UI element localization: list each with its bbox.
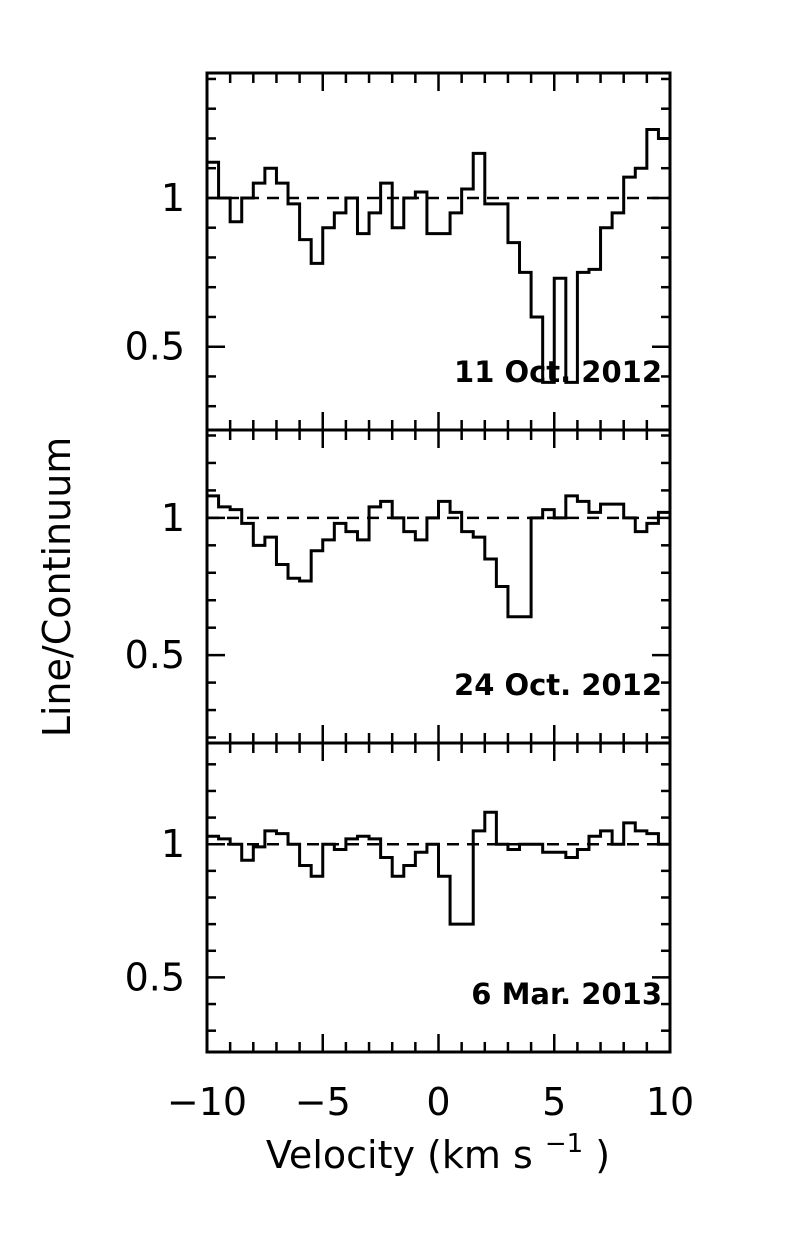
x-axis-title-exponent: −1: [545, 1129, 583, 1159]
y-axis-title: Line/Continuum: [35, 437, 79, 738]
panel-date-label: 6 Mar. 2013: [471, 977, 662, 1011]
panel-1: 1 0.5 11 Oct. 2012: [125, 71, 672, 432]
panel-date-label: 11 Oct. 2012: [454, 355, 662, 389]
x-tick-label: 10: [646, 1080, 694, 1124]
y-tick-label: 0.5: [125, 955, 185, 999]
x-tick-label: −10: [167, 1080, 247, 1124]
spectrum-step-line: [207, 128, 670, 384]
panel-date-label: 24 Oct. 2012: [454, 668, 662, 702]
spectrum-step-line: [207, 494, 670, 619]
y-tick-label: 1: [161, 496, 185, 540]
panel-2: 1 0.5 24 Oct. 2012: [125, 428, 672, 745]
x-axis-labels: −10 −5 0 5 10: [167, 1080, 694, 1124]
y-tick-label: 1: [161, 176, 185, 220]
x-axis-title-close: ): [595, 1133, 610, 1177]
x-axis-title-main: Velocity (km s: [266, 1133, 533, 1177]
y-tick-label: 0.5: [125, 325, 185, 369]
y-tick-label: 0.5: [125, 633, 185, 677]
panels-group: 1 0.5 11 Oct. 2012 1 0.5 24 Oct. 2012 1 0.5 6 Ma…: [125, 71, 672, 1054]
x-axis-title: Velocity (km s −1 ): [266, 1117, 610, 1177]
x-tick-label: 5: [542, 1080, 566, 1124]
spectrum-step-line: [207, 810, 670, 926]
panel-3: 1 0.5 6 Mar. 2013: [125, 741, 672, 1054]
y-tick-label: 1: [161, 822, 185, 866]
x-tick-label: −5: [295, 1080, 351, 1124]
x-tick-label: 0: [426, 1080, 450, 1124]
